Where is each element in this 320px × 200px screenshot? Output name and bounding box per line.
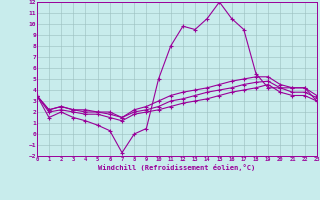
X-axis label: Windchill (Refroidissement éolien,°C): Windchill (Refroidissement éolien,°C) xyxy=(98,164,255,171)
